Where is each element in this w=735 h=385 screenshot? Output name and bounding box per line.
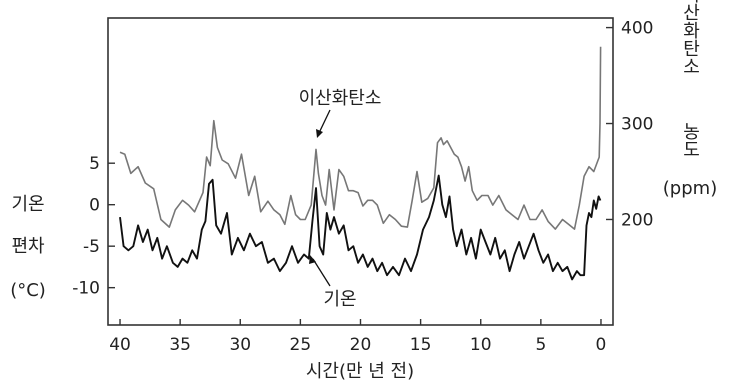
- right-y-tick-label: 200: [621, 210, 653, 230]
- x-tick-label: 30: [229, 335, 251, 355]
- left-y-tick-label: -10: [72, 279, 100, 299]
- x-tick-label: 5: [535, 335, 546, 355]
- temperature-series-line: [119, 174, 602, 281]
- right-y-tick-label: 400: [621, 19, 653, 39]
- left-y-tick-label: 0: [89, 196, 100, 216]
- left-y-tick-label: -5: [83, 237, 100, 257]
- right-axis-title-line-1: 이산화탄소: [680, 0, 701, 75]
- x-tick-label: 0: [596, 335, 607, 355]
- temperature-annotation-label: 기온: [323, 289, 356, 310]
- series-layer: [119, 46, 602, 281]
- left-axis-title-line-3: (°C): [10, 280, 46, 301]
- left-axis-title-line-2: 편차: [11, 236, 45, 257]
- right-axis-title: 이산화탄소 농도 (ppm): [663, 0, 717, 199]
- co2-series-line: [119, 46, 602, 230]
- x-tick-label: 15: [410, 335, 432, 355]
- co2-annotation-arrow: [318, 109, 331, 134]
- x-tick-label: 40: [109, 335, 131, 355]
- x-axis-title: 시간(만 년 전): [306, 361, 414, 382]
- temperature-annotation-arrowhead: [309, 255, 316, 264]
- co2-annotation-arrowhead: [316, 129, 323, 138]
- right-axis-title-line-3: (ppm): [663, 178, 717, 199]
- x-tick-label: 35: [169, 335, 191, 355]
- left-y-tick-label: 5: [89, 154, 100, 174]
- x-tick-label: 10: [470, 335, 492, 355]
- x-tick-label: 25: [290, 335, 312, 355]
- plot-frame: [107, 17, 614, 326]
- temperature-annotation-arrow: [312, 258, 331, 287]
- left-axis-title-line-1: 기온: [11, 194, 44, 215]
- right-y-tick-label: 300: [621, 115, 653, 135]
- x-tick-label: 20: [350, 335, 372, 355]
- label-layer: 기온 편차 (°C) 이산화탄소 농도 (ppm) 시간(만 년 전) 이산화탄…: [10, 0, 717, 382]
- tick-marks: 40 35 30 25 20 15 10 5 0 5 0 -5 -10 200 300 400: [72, 19, 653, 355]
- right-axis-title-line-2: 농도: [680, 122, 701, 158]
- left-axis-title: 기온 편차 (°C): [10, 194, 46, 301]
- co2-annotation-label: 이산화탄소: [299, 88, 382, 109]
